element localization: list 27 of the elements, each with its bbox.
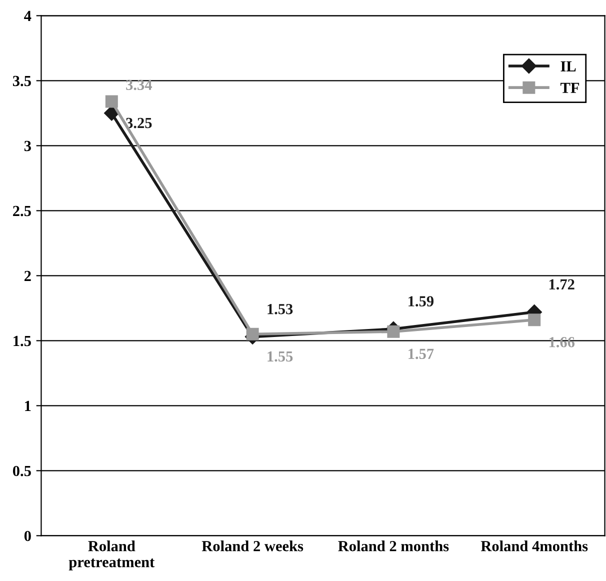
point <box>105 95 118 108</box>
x-tick-label: Roland 2 weeks <box>202 540 304 552</box>
data-label: 1.72 <box>549 279 574 290</box>
y-tick-label: 2.5 <box>13 206 31 216</box>
data-label: 1.55 <box>268 351 293 362</box>
x-tick-label: Roland 2 months <box>338 540 449 552</box>
data-label: 1.59 <box>408 296 434 307</box>
y-tick-label: 2 <box>24 270 31 281</box>
data-label: 1.53 <box>268 304 293 314</box>
data-label: 1.57 <box>408 348 434 360</box>
point <box>528 314 541 326</box>
point <box>246 328 259 340</box>
data-label: 3.25 <box>126 118 152 128</box>
y-tick-label: 4 <box>24 10 32 21</box>
y-tick-label: 0.5 <box>12 466 31 476</box>
y-tick-label: 3.5 <box>12 76 31 86</box>
point <box>387 325 400 338</box>
y-tick-label: 1 <box>25 400 31 411</box>
x-tick-label: Roland 4months <box>480 540 588 552</box>
x-tick-label: Roland pretreatment <box>68 540 155 570</box>
legend-label: IL <box>560 61 576 72</box>
y-tick-label: 3 <box>24 140 31 152</box>
y-tick-label: 0 <box>24 530 31 542</box>
point <box>104 106 120 121</box>
legend-label: TF <box>560 82 580 93</box>
y-tick-label: 1.5 <box>14 336 31 346</box>
data-label: 3.34 <box>126 80 152 90</box>
